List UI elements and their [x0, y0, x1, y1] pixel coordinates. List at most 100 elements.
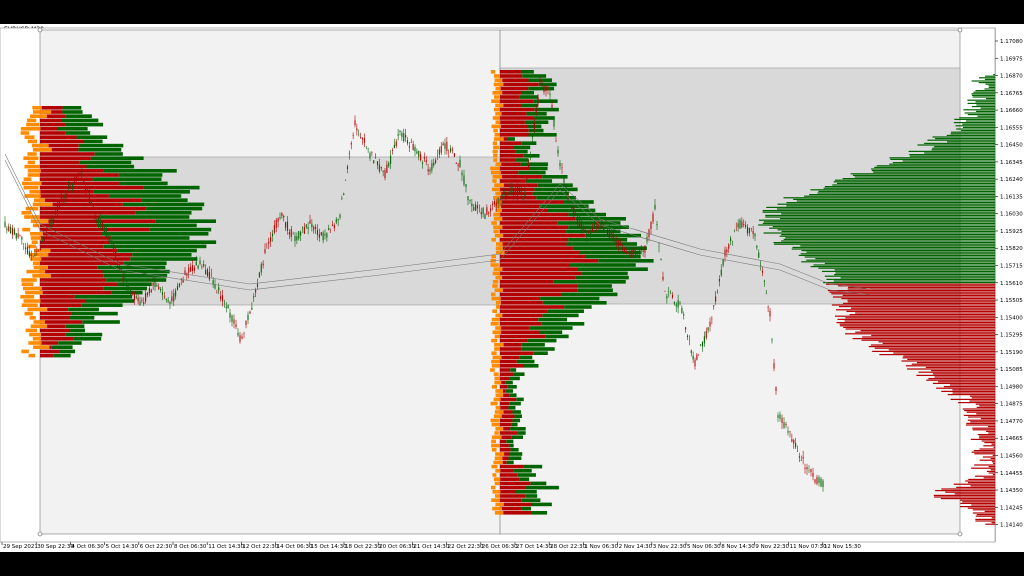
volume-bar-buy	[516, 359, 535, 364]
range-handle[interactable]	[957, 531, 963, 537]
range-profile-bar	[955, 125, 995, 127]
volume-bar-buy	[108, 194, 182, 198]
volume-bar-sell	[500, 498, 522, 502]
range-profile-bar	[932, 382, 995, 384]
range-profile-bar	[963, 414, 995, 416]
volume-bar-sell	[500, 82, 539, 87]
range-profile-bar	[833, 280, 995, 282]
range-profile-bar	[769, 227, 995, 229]
range-profile-bar	[840, 277, 995, 279]
range-profile-bar	[991, 517, 995, 519]
plot-area[interactable]	[0, 27, 996, 543]
volume-bar-buy	[585, 254, 641, 259]
volume-bar-sell	[500, 124, 528, 129]
volume-bar-sell	[500, 284, 578, 288]
range-profile-bar	[965, 120, 995, 122]
volume-bar-sell	[40, 332, 66, 337]
range-profile-bar	[950, 133, 995, 135]
volume-bar-buy	[579, 250, 641, 255]
range-handle[interactable]	[957, 27, 963, 33]
volume-bar-buy	[118, 173, 163, 177]
volume-bar-delta	[25, 328, 38, 333]
range-profile-bar	[845, 328, 995, 330]
volume-bar-sell	[500, 183, 538, 187]
range-profile-bar	[781, 230, 995, 232]
volume-bar-delta	[492, 330, 502, 334]
volume-bar-sell	[500, 154, 524, 158]
time-tick-label: 30 Sep 22:30	[37, 544, 74, 550]
volume-bar-delta	[31, 143, 49, 148]
range-profile-bar	[804, 195, 995, 197]
volume-bar-delta	[494, 494, 501, 498]
range-profile-bar	[947, 394, 995, 396]
volume-bar-buy	[505, 380, 513, 385]
range-profile-bar	[943, 386, 995, 388]
range-profile-bar	[847, 301, 995, 303]
price-tick-label: 1.14770	[1000, 419, 1023, 425]
volume-bar-buy	[78, 148, 122, 152]
range-profile-bar	[931, 370, 995, 372]
volume-bar-delta	[495, 112, 502, 116]
volume-bar-buy	[524, 120, 549, 124]
range-profile-bar	[758, 224, 995, 226]
volume-bar-delta	[492, 309, 498, 313]
range-profile-bar	[966, 411, 995, 413]
volume-bar-sell	[40, 198, 142, 202]
volume-bar-delta	[491, 359, 500, 364]
volume-bar-delta	[32, 202, 53, 207]
volume-bar-buy	[123, 261, 167, 265]
volume-bar-sell	[500, 372, 514, 376]
range-profile-bar	[893, 352, 995, 354]
volume-bar-delta	[492, 175, 503, 179]
range-profile-bar	[834, 274, 995, 276]
chart-window[interactable]: EURUSD,M30 1.170801.169751.168701.167651…	[0, 24, 1024, 552]
range-profile-bar	[960, 502, 995, 504]
volume-bar-sell	[500, 246, 573, 250]
volume-bar-delta	[29, 253, 49, 257]
volume-bar-sell	[500, 179, 526, 183]
volume-bar-buy	[59, 349, 76, 354]
volume-bar-buy	[79, 160, 132, 165]
volume-bar-delta	[32, 110, 52, 114]
range-profile-bar	[852, 174, 995, 176]
volume-bar-buy	[106, 278, 167, 282]
volume-bar-buy	[515, 490, 537, 494]
range-profile-bar	[975, 518, 995, 520]
volume-bar-buy	[69, 316, 95, 320]
range-profile-bar	[763, 232, 995, 234]
volume-bar-buy	[122, 202, 205, 207]
volume-bar-sell	[500, 208, 548, 213]
volume-bar-sell	[40, 131, 66, 135]
time-tick-label: 1 Nov 06:30	[584, 544, 618, 550]
time-tick-label: 22 Oct 22:30	[448, 544, 484, 550]
volume-bar-delta	[491, 99, 500, 103]
volume-bar-delta	[493, 225, 503, 229]
volume-bar-delta	[492, 284, 498, 288]
range-profile-bar	[976, 406, 995, 408]
volume-bar-delta	[30, 114, 47, 118]
range-handle[interactable]	[37, 531, 43, 537]
range-profile-bar	[924, 142, 995, 144]
volume-bar-buy	[53, 353, 71, 358]
range-profile-bar	[839, 323, 995, 325]
price-chart[interactable]: 1.17080 1.16975 1.16870 1.16765 1.16660 1.165…	[0, 24, 1024, 552]
range-profile-bar	[826, 283, 995, 285]
time-tick-label: 8 Nov 14:30	[721, 544, 755, 550]
volume-bar-delta	[493, 460, 503, 465]
volume-bar-sell	[500, 364, 525, 368]
range-handle[interactable]	[37, 27, 43, 33]
volume-bar-buy	[534, 187, 578, 192]
volume-bar-delta	[32, 261, 40, 265]
time-tick-label: 9 Nov 22:30	[755, 544, 789, 550]
range-profile-bar	[777, 229, 995, 231]
volume-bar-sell	[500, 443, 509, 448]
range-profile-bar	[988, 472, 995, 474]
volume-bar-delta	[25, 290, 43, 295]
volume-bar-buy	[539, 204, 589, 208]
volume-bar-sell	[40, 143, 79, 148]
volume-bar-delta	[495, 103, 504, 108]
volume-bar-buy	[506, 460, 514, 465]
volume-bar-delta	[494, 183, 504, 187]
time-tick-label: 29 Sep 2021	[3, 544, 38, 550]
volume-bar-delta	[27, 173, 40, 177]
